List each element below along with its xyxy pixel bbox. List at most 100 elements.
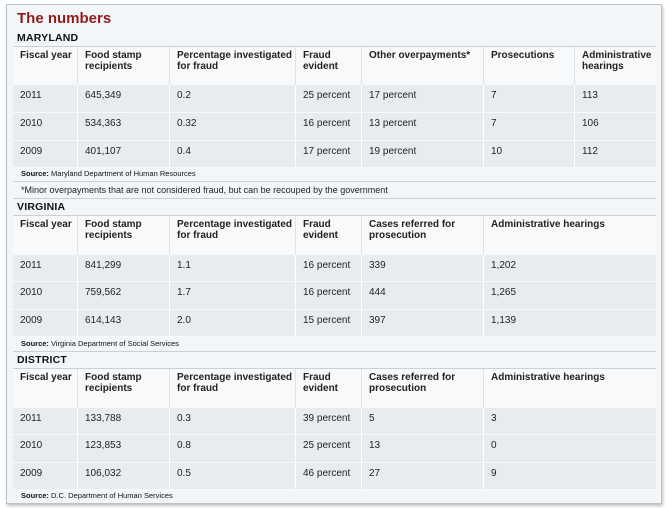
cell-hearings: 1,139 <box>483 310 656 336</box>
cell-other-overpayments: 13 percent <box>361 113 483 140</box>
cell-hearings: 9 <box>483 463 656 489</box>
cell-hearings: 113 <box>574 85 656 112</box>
cell-recipients: 645,349 <box>77 85 169 112</box>
header-cell: Food stamp recipients <box>77 369 169 408</box>
header-cell: Fiscal year <box>20 219 72 230</box>
cell-fiscal-year: 2009 <box>20 146 43 157</box>
cell-cases-referred: 27 <box>361 463 483 489</box>
divider <box>13 351 656 352</box>
cell-fraud-evident: 25 percent <box>295 85 361 112</box>
source-line-district: Source: D.C. Department of Human Service… <box>21 491 173 500</box>
table-row: 2009 106,032 0.5 46 percent 27 9 <box>13 463 656 490</box>
header-cell: Prosecutions <box>483 47 574 85</box>
district-header-row: Fiscal year Food stamp recipients Percen… <box>13 368 656 409</box>
header-cell: Percentage investigated for fraud <box>169 369 295 408</box>
section-label-virginia: VIRGINIA <box>17 201 66 213</box>
table-row: 2011 841,299 1.1 16 percent 339 1,202 <box>13 255 656 282</box>
header-cell: Administrative hearings <box>483 369 656 408</box>
cell-fiscal-year: 2011 <box>20 90 42 101</box>
cell-percentage: 0.2 <box>169 85 295 112</box>
cell-other-overpayments: 17 percent <box>361 85 483 112</box>
cell-percentage: 0.32 <box>169 113 295 140</box>
cell-fraud-evident: 16 percent <box>295 255 361 281</box>
cell-other-overpayments: 19 percent <box>361 141 483 167</box>
cell-cases-referred: 444 <box>361 282 483 309</box>
divider <box>13 198 656 199</box>
cell-fraud-evident: 25 percent <box>295 435 361 462</box>
cell-percentage: 1.1 <box>169 255 295 281</box>
cell-fiscal-year: 2009 <box>20 315 43 326</box>
header-cell: Administrative hearings <box>483 216 656 255</box>
cell-recipients: 133,788 <box>77 408 169 434</box>
table-row: 2011 133,788 0.3 39 percent 5 3 <box>13 408 656 435</box>
header-cell: Percentage investigated for fraud <box>169 47 295 85</box>
section-label-maryland: MARYLAND <box>17 32 79 44</box>
source-label: Source: <box>21 491 49 500</box>
cell-recipients: 401,107 <box>77 141 169 167</box>
section-label-district: DISTRICT <box>17 354 68 366</box>
source-text: D.C. Department of Human Services <box>51 491 173 500</box>
cell-hearings: 0 <box>483 435 656 462</box>
header-cell: Percentage investigated for fraud <box>169 216 295 255</box>
cell-recipients: 534,363 <box>77 113 169 140</box>
header-cell: Other overpayments* <box>361 47 483 85</box>
cell-fraud-evident: 39 percent <box>295 408 361 434</box>
panel-title: The numbers <box>17 10 112 27</box>
cell-percentage: 0.8 <box>169 435 295 462</box>
cell-prosecutions: 10 <box>483 141 574 167</box>
cell-percentage: 1.7 <box>169 282 295 309</box>
cell-percentage: 2.0 <box>169 310 295 336</box>
cell-recipients: 106,032 <box>77 463 169 489</box>
table-row: 2010 534,363 0.32 16 percent 13 percent … <box>13 113 656 141</box>
cell-fiscal-year: 2011 <box>20 260 42 271</box>
virginia-header-row: Fiscal year Food stamp recipients Percen… <box>13 215 656 256</box>
cell-cases-referred: 13 <box>361 435 483 462</box>
cell-fiscal-year: 2010 <box>20 287 43 298</box>
cell-hearings: 112 <box>574 141 656 167</box>
cell-hearings: 1,265 <box>483 282 656 309</box>
cell-hearings: 1,202 <box>483 255 656 281</box>
header-cell: Fraud evident <box>295 47 361 85</box>
cell-cases-referred: 339 <box>361 255 483 281</box>
cell-hearings: 106 <box>574 113 656 140</box>
cell-fiscal-year: 2009 <box>20 468 43 479</box>
cell-fiscal-year: 2011 <box>20 413 42 424</box>
table-row: 2010 759,562 1.7 16 percent 444 1,265 <box>13 282 656 310</box>
cell-fraud-evident: 16 percent <box>295 113 361 140</box>
cell-fraud-evident: 46 percent <box>295 463 361 489</box>
table-row: 2011 645,349 0.2 25 percent 17 percent 7… <box>13 85 656 113</box>
cell-prosecutions: 7 <box>483 113 574 140</box>
cell-prosecutions: 7 <box>483 85 574 112</box>
cell-fraud-evident: 16 percent <box>295 282 361 309</box>
maryland-header-row: Fiscal year Food stamp recipients Percen… <box>13 46 656 86</box>
header-cell: Fraud evident <box>295 216 361 255</box>
table-row: 2009 614,143 2.0 15 percent 397 1,139 <box>13 310 656 337</box>
source-text: Maryland Department of Human Resources <box>51 169 196 178</box>
source-text: Virginia Department of Social Services <box>51 339 179 348</box>
cell-fraud-evident: 17 percent <box>295 141 361 167</box>
header-cell: Fraud evident <box>295 369 361 408</box>
header-cell: Fiscal year <box>20 50 72 61</box>
header-cell: Administrative hearings <box>574 47 656 85</box>
source-label: Source: <box>21 339 49 348</box>
cell-percentage: 0.5 <box>169 463 295 489</box>
table-row: 2010 123,853 0.8 25 percent 13 0 <box>13 435 656 463</box>
cell-recipients: 614,143 <box>77 310 169 336</box>
header-cell: Food stamp recipients <box>77 47 169 85</box>
cell-recipients: 759,562 <box>77 282 169 309</box>
cell-recipients: 123,853 <box>77 435 169 462</box>
table-row: 2009 401,107 0.4 17 percent 19 percent 1… <box>13 141 656 168</box>
header-cell: Cases referred for prosecution <box>361 216 483 255</box>
footnote: *Minor overpayments that are not conside… <box>21 185 388 195</box>
header-cell: Food stamp recipients <box>77 216 169 255</box>
cell-hearings: 3 <box>483 408 656 434</box>
cell-cases-referred: 5 <box>361 408 483 434</box>
cell-fiscal-year: 2010 <box>20 118 43 129</box>
cell-recipients: 841,299 <box>77 255 169 281</box>
divider <box>13 181 656 182</box>
source-line-virginia: Source: Virginia Department of Social Se… <box>21 339 179 348</box>
source-line-maryland: Source: Maryland Department of Human Res… <box>21 169 196 178</box>
cell-fraud-evident: 15 percent <box>295 310 361 336</box>
numbers-panel: The numbers MARYLAND Fiscal year Food st… <box>6 4 662 504</box>
header-cell: Cases referred for prosecution <box>361 369 483 408</box>
